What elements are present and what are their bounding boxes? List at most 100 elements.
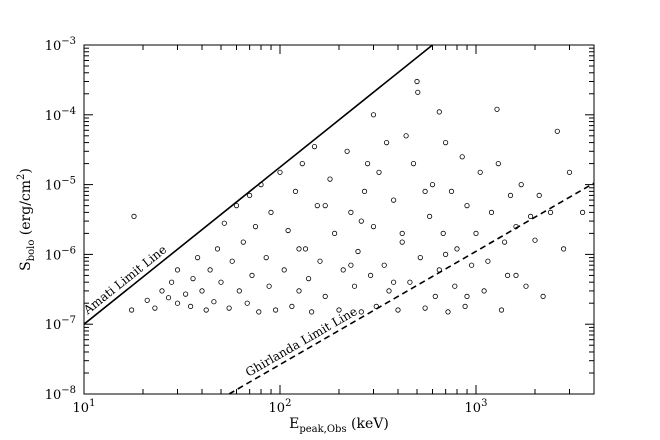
data-point [207, 267, 213, 273]
data-point [364, 161, 371, 167]
data-point [452, 283, 458, 289]
data-point [240, 239, 246, 245]
data-point [554, 128, 560, 134]
data-point [252, 224, 259, 230]
data-point [426, 213, 433, 219]
data-point [495, 161, 501, 167]
data-point [348, 209, 354, 215]
y-axis-label-end: ) [18, 168, 34, 173]
data-point [422, 188, 428, 194]
data-point [383, 140, 390, 146]
data-point [268, 209, 274, 215]
data-point [218, 279, 224, 285]
data-point [429, 182, 436, 188]
data-point [195, 255, 201, 261]
y-tick-label: 10−8 [45, 385, 76, 403]
data-point [403, 133, 409, 139]
data-point [188, 303, 194, 309]
data-point [488, 209, 495, 215]
data-point [211, 299, 217, 305]
data-point [436, 109, 442, 115]
data-point [203, 307, 209, 313]
data-point [536, 192, 542, 198]
data-point [266, 283, 272, 289]
plot-frame [83, 44, 595, 395]
data-point [361, 188, 368, 194]
data-point [355, 248, 361, 255]
data-point [317, 258, 323, 264]
data-point [386, 288, 392, 294]
data-point [299, 161, 305, 167]
data-point [481, 288, 487, 294]
data-point [566, 169, 573, 175]
y-axis-label-suffix: (erg/cm [18, 180, 34, 240]
data-point [560, 246, 567, 252]
data-point [229, 258, 235, 264]
amati-limit-line [84, 45, 434, 325]
data-point [459, 154, 465, 160]
data-point [236, 288, 242, 294]
data-point [473, 230, 479, 236]
data-point [390, 197, 397, 203]
axis-ticks [83, 44, 595, 395]
data-point [159, 288, 165, 294]
ghirlanda-line-label: Ghirlanda Limit Line [243, 304, 360, 379]
data-point [399, 230, 405, 236]
y-axis-label-sup: 2 [16, 174, 27, 180]
data-point [296, 288, 302, 294]
data-point [454, 246, 460, 252]
data-point [302, 246, 309, 252]
data-point [322, 203, 328, 209]
data-point [579, 209, 586, 215]
data-point [131, 213, 137, 219]
data-point [226, 305, 232, 311]
data-point [540, 293, 546, 299]
data-point [152, 305, 158, 311]
data-point [144, 297, 150, 303]
y-tick-label: 10−4 [45, 106, 76, 124]
y-tick-label: 10−6 [45, 245, 76, 263]
data-point [311, 144, 318, 150]
data-points [129, 78, 586, 315]
data-point [174, 300, 181, 306]
y-tick-label: 10−7 [45, 315, 76, 333]
data-point [358, 309, 364, 315]
y-axis-label-main: S [18, 261, 34, 271]
data-point [501, 239, 508, 245]
data-point [348, 262, 354, 268]
data-point [174, 267, 181, 273]
data-point [442, 251, 449, 257]
data-point [183, 291, 189, 297]
x-tick-label: 103 [465, 398, 488, 416]
data-point [464, 293, 470, 299]
y-axis-label-sub: bolo [26, 240, 37, 262]
data-point [477, 169, 483, 175]
data-point [281, 267, 287, 273]
data-point [414, 78, 420, 85]
data-point [296, 246, 302, 252]
data-point [440, 230, 446, 236]
x-tick-label: 102 [269, 398, 292, 416]
data-point [494, 106, 500, 112]
reference-lines [84, 45, 594, 394]
data-point [314, 203, 320, 209]
data-point [305, 275, 312, 282]
data-point [344, 148, 350, 154]
data-point [190, 275, 196, 282]
data-point [399, 239, 405, 245]
data-point [129, 307, 135, 313]
data-point [247, 192, 253, 198]
data-point [331, 230, 338, 236]
data-point [407, 279, 413, 285]
tick-labels: 101 102 103 10−8 10−7 10−6 10−5 10−4 10−3 [45, 36, 488, 416]
data-point [381, 262, 387, 268]
data-point [244, 300, 250, 306]
data-point [376, 169, 382, 175]
data-point [370, 112, 377, 118]
data-point [448, 188, 455, 194]
data-point [165, 295, 172, 301]
data-point [390, 279, 397, 285]
data-point [432, 293, 438, 299]
data-point [308, 309, 315, 315]
